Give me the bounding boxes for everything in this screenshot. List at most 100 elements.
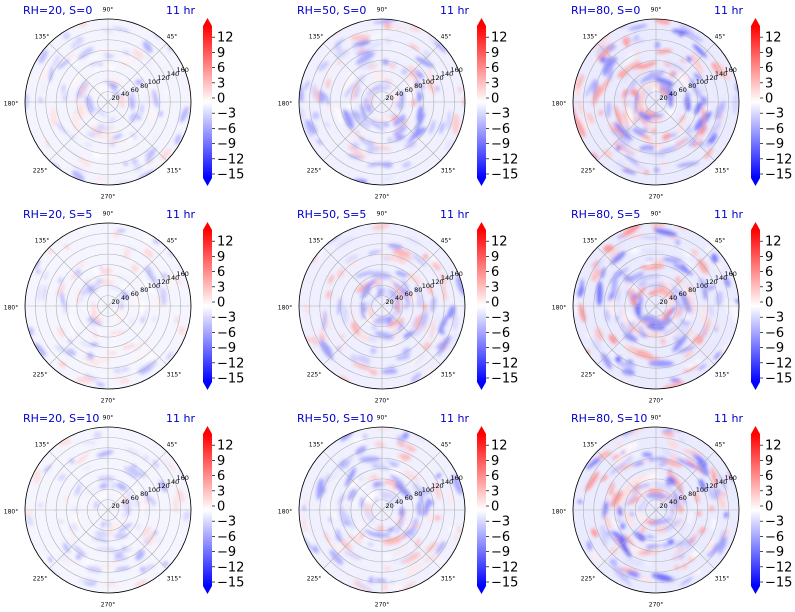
panel-title: RH=20, S=10 <box>23 412 100 425</box>
heatmap-cell <box>372 223 390 231</box>
colorbar-tick-label: −6 <box>765 530 784 545</box>
angle-tick-label: 270° <box>375 602 389 609</box>
heatmap-cell <box>400 287 411 308</box>
heatmap-cell <box>715 247 725 268</box>
heatmap-cell <box>691 249 698 257</box>
heatmap-cell <box>702 339 719 355</box>
heatmap-cell <box>385 77 395 85</box>
heatmap-cell <box>327 62 332 77</box>
heatmap-cell <box>25 93 29 113</box>
heatmap-cell <box>61 537 69 547</box>
colorbar-tick-label: −3 <box>217 107 236 122</box>
radial-tick-label: 40 <box>669 498 677 506</box>
angular-gridline <box>381 43 441 103</box>
heatmap-cell <box>382 175 394 182</box>
heatmap-cell <box>67 52 75 59</box>
angular-gridline <box>49 101 109 161</box>
heatmap-cell <box>346 503 354 518</box>
heatmap-cell <box>577 101 584 116</box>
radial-tick-label: 160 <box>176 66 188 74</box>
polar-grid <box>24 222 192 390</box>
heatmap-cell <box>678 459 698 469</box>
heatmap-cell <box>143 498 149 505</box>
heatmap-cell <box>626 98 634 110</box>
heatmap-cell <box>388 584 403 590</box>
heatmap-cell <box>637 280 648 288</box>
radial-tick-label: 60 <box>405 86 413 94</box>
heatmap-cell <box>610 251 626 265</box>
colorbar-tick-label: 3 <box>217 484 225 499</box>
heatmap-cell <box>373 428 392 432</box>
heatmap-cell <box>79 297 85 302</box>
heatmap-cell <box>667 538 675 546</box>
heatmap-cell <box>33 468 41 485</box>
heatmap-cell <box>144 248 154 259</box>
heatmap-cell <box>97 85 110 93</box>
polar-chart: 0°45°90°135°180°225°270°315°204060801001… <box>278 7 519 201</box>
heatmap-cell <box>641 303 644 319</box>
heatmap-cell <box>586 540 593 552</box>
heatmap-field <box>573 19 739 185</box>
heatmap-cell <box>123 248 131 254</box>
heatmap-cell <box>698 363 707 371</box>
heatmap-cell <box>387 123 403 136</box>
heatmap-cell <box>621 281 630 295</box>
colorbar-tick-label: −9 <box>765 545 784 560</box>
heatmap-cell <box>334 44 342 52</box>
heatmap-cell <box>436 338 444 345</box>
polar-grid <box>572 18 740 186</box>
colorbar-tick-label: −6 <box>491 326 510 341</box>
heatmap-cell <box>401 278 409 289</box>
heatmap-cell <box>672 263 694 276</box>
colorbar-tick-label: 6 <box>217 265 225 280</box>
panel-time-label: 11 hr <box>166 4 195 17</box>
heatmap-cell <box>425 541 438 553</box>
angle-tick-label: 180° <box>552 101 566 108</box>
colorbar-extend-bottom <box>751 382 760 390</box>
colorbar-tick-label: 0 <box>217 92 225 107</box>
angular-gridline <box>323 451 383 511</box>
heatmap-cell <box>114 552 124 558</box>
heatmap-cell <box>73 545 87 557</box>
angle-tick-label: 225° <box>33 576 47 583</box>
heatmap-cell <box>625 146 644 155</box>
heatmap-cell <box>630 88 638 97</box>
heatmap-cell <box>134 343 141 353</box>
colorbar-gradient <box>203 26 212 178</box>
colorbar-gradient <box>203 434 212 586</box>
heatmap-cell <box>162 561 169 567</box>
colorbar-tick-label: 3 <box>765 280 773 295</box>
heatmap-cell <box>734 299 739 304</box>
heatmap-cell <box>402 161 411 168</box>
colorbar-tick-label: −9 <box>217 545 236 560</box>
polar-frame <box>24 222 192 390</box>
heatmap-cell <box>652 481 676 493</box>
heatmap-cell <box>33 342 47 357</box>
heatmap-cell <box>407 272 422 285</box>
colorbar-tick-label: −12 <box>491 356 518 371</box>
chart-panel: 0°45°90°135°180°225°270°315°204060801001… <box>548 408 795 612</box>
heatmap-cell <box>60 290 65 307</box>
heatmap-cell <box>135 523 142 530</box>
panel-time-label: 11 hr <box>440 4 469 17</box>
angle-tick-label: 180° <box>4 509 18 516</box>
heatmap-cell <box>414 112 426 133</box>
radial-tick-label: 140 <box>715 478 727 486</box>
heatmap-cell <box>694 569 702 576</box>
colorbar-tick-label: −9 <box>491 137 510 152</box>
heatmap-cell <box>114 566 131 571</box>
heatmap-cell <box>686 125 693 131</box>
heatmap-cell <box>47 556 53 563</box>
heatmap-cell <box>72 170 85 182</box>
heatmap-cell <box>708 305 714 317</box>
heatmap-cell <box>683 250 692 258</box>
heatmap-cell <box>364 502 372 515</box>
heatmap-cell <box>142 564 155 571</box>
heatmap-cell <box>167 46 173 52</box>
heatmap-cell <box>448 269 456 277</box>
heatmap-cell <box>664 328 681 340</box>
radial-tick-label: 20 <box>111 94 119 102</box>
heatmap-cell <box>715 323 721 330</box>
colorbar-tick-label: −12 <box>217 560 244 575</box>
